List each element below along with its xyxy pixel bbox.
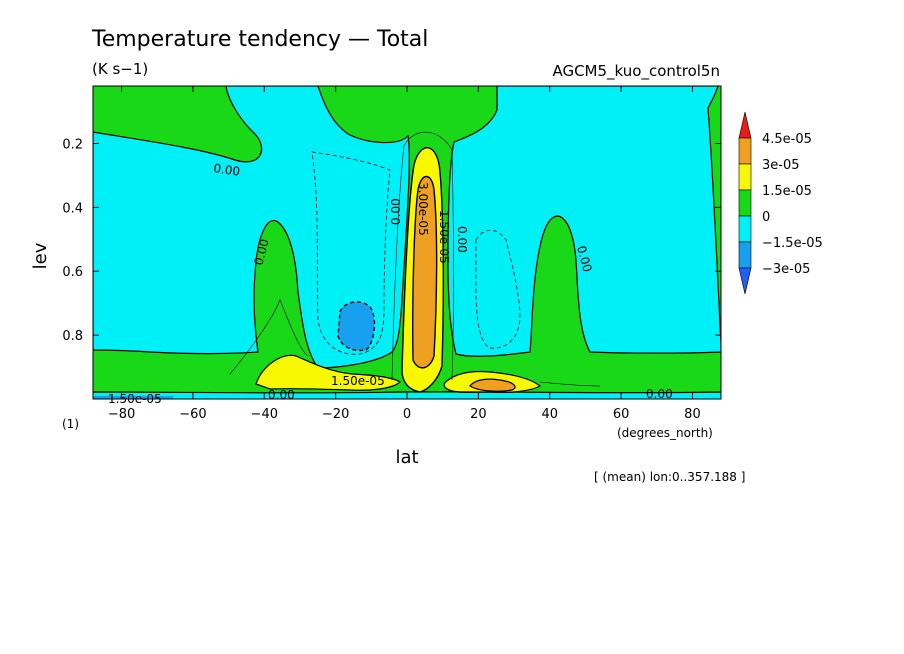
region-orange-low-right	[469, 378, 516, 392]
contour-line-thin-left	[229, 299, 309, 375]
x-tick-label: 0	[403, 407, 411, 422]
y-tick-label: 0.2	[62, 137, 83, 152]
region-cyan-left	[93, 86, 410, 369]
x-tick-label: 60	[613, 407, 630, 422]
colorbar-label: 4.5e-05	[762, 132, 812, 147]
contour-dashed-left	[311, 151, 391, 355]
x-tick-label: 80	[684, 407, 701, 422]
colorbar-label: −1.5e-05	[762, 236, 823, 251]
mean-note: [ (mean) lon:0..357.188 ]	[594, 470, 745, 484]
x-tick-label: −20	[322, 407, 349, 422]
colorbar-swatch	[738, 163, 752, 191]
y-axis: 0.2 0.4 0.6 0.8	[62, 137, 721, 344]
contour-label: 0.00	[646, 387, 673, 401]
colorbar: 4.5e-05 3e-05 1.5e-05 0 −1.5e-05 −3e-05	[738, 111, 823, 295]
x-tick-label: 20	[470, 407, 487, 422]
contour-labels: 0.00 0.00 0.00 0.00 3.00e-05 1.50e-05 1.…	[108, 161, 673, 406]
contour-label: 3.00e-05	[416, 182, 430, 236]
x-tick-label: −40	[251, 407, 278, 422]
colorbar-swatch	[738, 241, 752, 269]
contour-label: 0.00	[251, 237, 271, 266]
colorbar-swatch	[738, 189, 752, 217]
contour-label: 0.00	[455, 226, 469, 253]
region-yellow-low-left	[255, 354, 402, 391]
contour-label: 1.50e-05	[331, 374, 385, 388]
colorbar-label: −3e-05	[762, 262, 810, 277]
x-axis: −80 −60 −40 −20 0 20 40 60 80	[108, 86, 701, 422]
colorbar-bottom-triangle	[738, 267, 752, 295]
plot-area	[93, 86, 721, 399]
model-name: AGCM5_kuo_control5n	[552, 62, 720, 81]
colorbar-swatch	[738, 215, 752, 243]
colorbar-top-triangle	[738, 111, 752, 139]
contour-line-thin-center	[391, 131, 454, 381]
colorbar-label: 1.5e-05	[762, 184, 812, 199]
y-tick-label: 0.8	[62, 329, 83, 344]
contour-label: 1.50e-05	[437, 210, 451, 264]
colorbar-label: 3e-05	[762, 158, 800, 173]
contour-label: 0.00	[213, 161, 241, 179]
x-tick-label: −80	[108, 407, 135, 422]
y-axis-units: (1)	[62, 417, 79, 431]
contour-label: 0.00	[268, 388, 295, 402]
contour-line-thin-right	[539, 381, 601, 387]
contour-label: 0.00	[389, 198, 403, 225]
contour-label: 0.00	[574, 244, 594, 273]
colorbar-swatch	[738, 137, 752, 165]
x-tick-label: −60	[179, 407, 206, 422]
x-axis-label: lat	[395, 447, 418, 468]
y-tick-label: 0.6	[62, 265, 83, 280]
chart-units: (K s−1)	[92, 60, 148, 78]
y-axis-label: lev	[30, 242, 51, 269]
region-cyan-right	[447, 86, 721, 357]
x-tick-label: 40	[541, 407, 558, 422]
region-blue	[337, 301, 376, 352]
y-tick-label: 0.4	[62, 201, 83, 216]
colorbar-label: 0	[762, 210, 770, 225]
boundary-strip-line	[93, 391, 721, 394]
region-orange-tropics	[412, 175, 438, 369]
x-axis-units: (degrees_north)	[617, 426, 713, 440]
chart-title: Temperature tendency — Total	[91, 27, 428, 52]
contour-dashed-right	[475, 229, 521, 349]
boundary-strip-blue	[93, 396, 173, 399]
